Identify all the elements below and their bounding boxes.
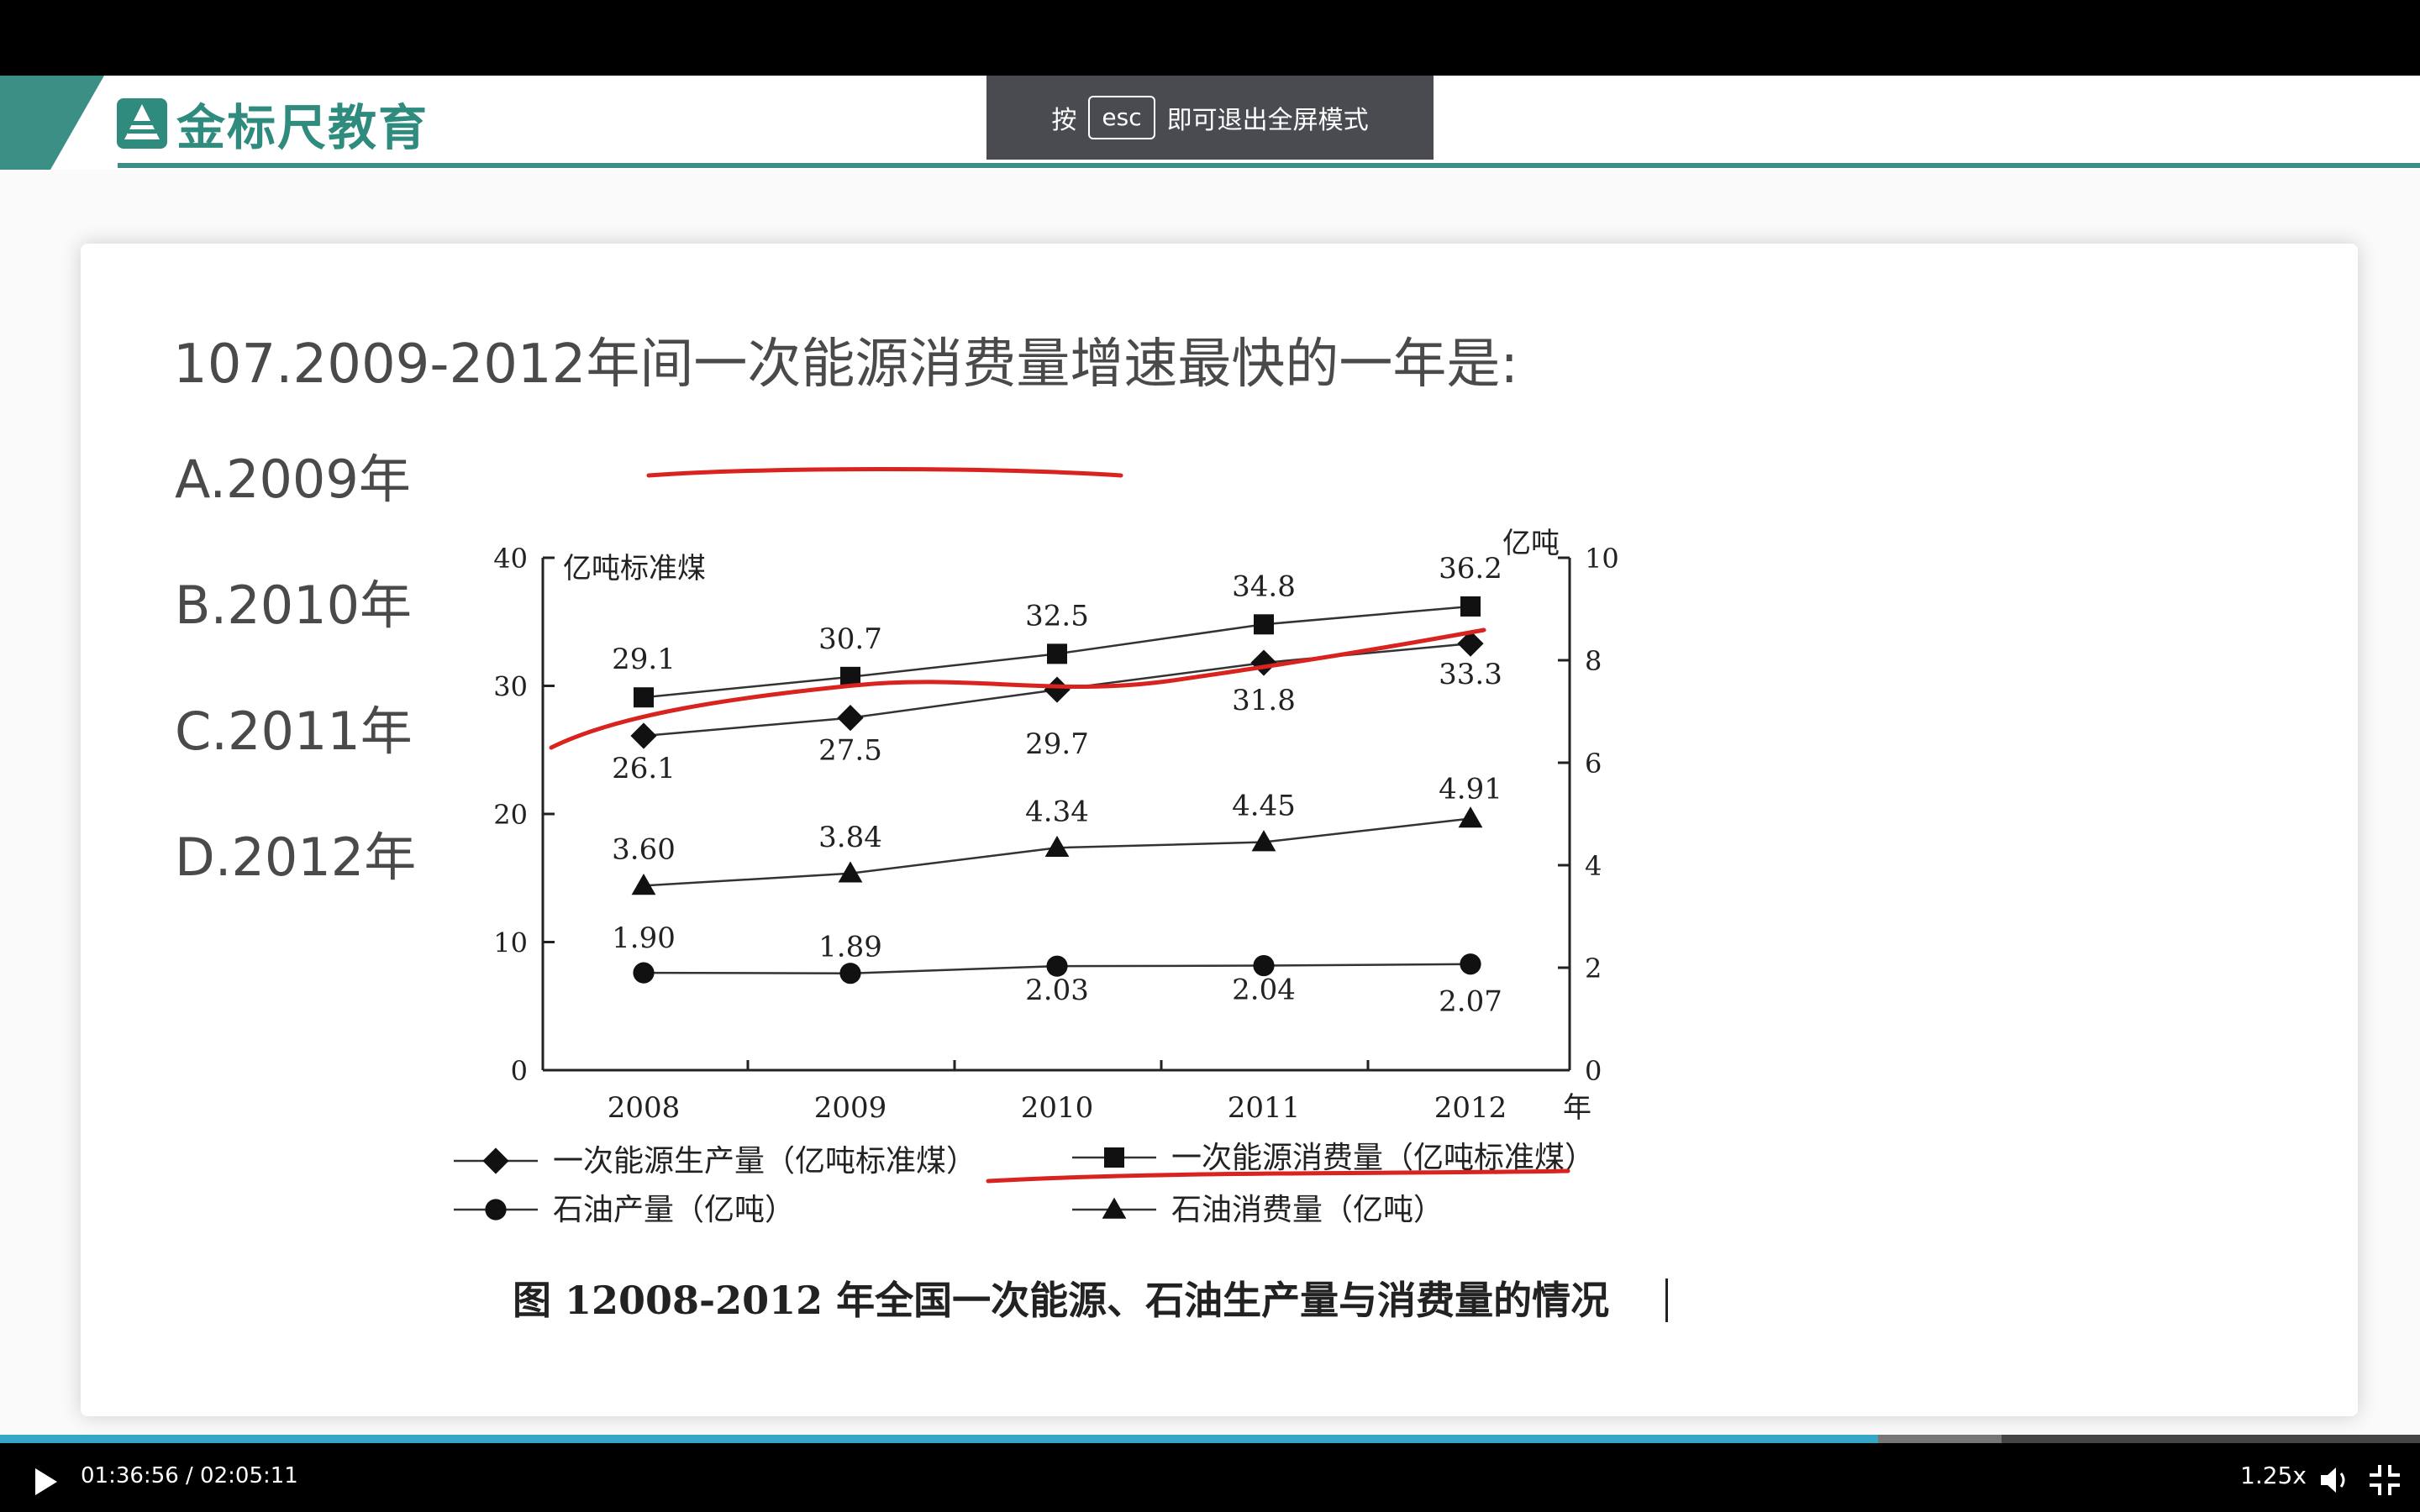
energy-chart: 0 10 20 30 40 0 2 4 6 8 10 2008 2009 2010 2011 2012 年 亿吨标…: [454, 467, 1668, 1323]
data-point-diamond: [1250, 649, 1277, 676]
data-label-diamond: 29.7: [1025, 727, 1089, 761]
toast-prefix: 按: [1051, 106, 1077, 135]
data-label-diamond: 27.5: [818, 734, 882, 768]
brand-name: 金标尺教育: [176, 99, 429, 156]
legend-label-triangle: 石油消费量（亿吨）: [1171, 1193, 1444, 1227]
brand-accent-triangle: [50, 76, 104, 170]
x-tick-label: 2011: [1228, 1091, 1301, 1125]
data-point-triangle: [1044, 835, 1070, 858]
data-point-circle: [1460, 953, 1481, 975]
slide-area: 金标尺教育 107.2009-2012年间一次能源消费量增速最快的一年是: A.…: [0, 76, 2420, 1436]
legend-label-square: 一次能源消费量（亿吨标准煤）: [1171, 1141, 1595, 1175]
y-left-tick-label: 0: [511, 1055, 528, 1087]
y-right-tick-label: 10: [1585, 543, 1619, 575]
data-point-triangle: [631, 874, 656, 895]
data-label-square: 36.2: [1439, 552, 1502, 585]
legend-marker-circle: [485, 1199, 507, 1221]
progress-played: [0, 1435, 1878, 1443]
data-label-diamond: 26.1: [612, 752, 676, 785]
legend-label-diamond: 一次能源生产量（亿吨标准煤）: [553, 1144, 976, 1179]
data-point-circle: [633, 962, 655, 984]
x-axis-unit: 年: [1563, 1091, 1591, 1125]
red-underline-legend: [986, 1168, 1570, 1184]
figure-caption: 图 12008-2012 年全国一次能源、石油生产量与消费量的情况: [513, 1278, 1609, 1323]
option-c: C.2011年: [175, 701, 413, 762]
data-label-circle: 2.03: [1025, 974, 1089, 1007]
data-label-diamond: 31.8: [1232, 684, 1296, 717]
data-point-triangle: [1251, 830, 1276, 852]
brand-underline: [118, 163, 2420, 168]
x-tick-label: 2008: [608, 1091, 681, 1125]
data-label-circle: 2.04: [1232, 974, 1296, 1007]
y-right-tick-label: 8: [1585, 645, 1602, 677]
data-point-square: [1047, 643, 1067, 664]
data-label-triangle: 4.45: [1232, 790, 1296, 823]
y-left-tick-label: 30: [493, 671, 528, 703]
y-right-tick-label: 0: [1585, 1055, 1602, 1087]
data-label-circle: 2.07: [1439, 985, 1502, 1019]
top-black-bar: [0, 0, 2420, 76]
player-controls: [0, 1436, 2420, 1512]
brand-accent-slab: [0, 76, 50, 170]
data-label-triangle: 4.34: [1025, 795, 1089, 828]
play-icon[interactable]: [29, 1465, 62, 1499]
data-label-triangle: 3.84: [818, 821, 882, 854]
x-tick-label: 2009: [814, 1091, 887, 1125]
data-label-square: 32.5: [1025, 599, 1089, 633]
text-cursor: [1665, 1278, 1668, 1322]
data-label-square: 34.8: [1232, 570, 1296, 603]
esc-key-badge: esc: [1088, 96, 1155, 139]
brand-logo: 金标尺教育: [116, 94, 429, 156]
y-left-axis-label: 亿吨标准煤: [563, 552, 706, 585]
y-right-axis-label: 亿吨: [1502, 527, 1560, 560]
data-point-square: [1460, 596, 1481, 617]
data-label-circle: 1.90: [612, 921, 676, 955]
data-point-diamond: [837, 705, 864, 732]
pyramid-logo-icon: [117, 98, 167, 149]
y-right-tick-label: 4: [1585, 850, 1602, 882]
data-label-circle: 1.89: [818, 931, 882, 964]
data-point-triangle: [1458, 806, 1483, 828]
legend-marker-triangle: [1102, 1197, 1127, 1219]
legend-marker-square: [1104, 1147, 1124, 1168]
red-trend-stroke: [549, 627, 1486, 750]
data-point-square: [634, 687, 654, 708]
time-readout: 01:36:56 / 02:05:11: [81, 1463, 298, 1488]
fullscreen-toast: 按 esc 即可退出全屏模式: [986, 76, 1434, 160]
red-underline-question: [646, 467, 1123, 478]
y-left-tick-label: 20: [493, 799, 528, 831]
data-label-diamond: 33.3: [1439, 658, 1502, 691]
toast-suffix: 即可退出全屏模式: [1166, 106, 1369, 135]
data-point-diamond: [1044, 676, 1071, 703]
legend-marker-diamond: [482, 1147, 509, 1174]
data-point-circle: [1253, 954, 1275, 977]
y-right-tick-label: 6: [1585, 748, 1602, 780]
data-point-circle: [839, 963, 861, 984]
data-label-triangle: 3.60: [612, 832, 676, 866]
data-label-triangle: 4.91: [1439, 772, 1502, 806]
question-text: 107.2009-2012年间一次能源消费量增速最快的一年是:: [173, 333, 1518, 396]
playback-speed-button[interactable]: 1.25x: [2240, 1462, 2307, 1489]
slide-card: 107.2009-2012年间一次能源消费量增速最快的一年是: A.2009年 …: [81, 244, 2358, 1416]
option-d: D.2012年: [175, 827, 417, 888]
exit-fullscreen-icon[interactable]: [2368, 1463, 2402, 1497]
y-right-tick-label: 2: [1585, 953, 1602, 984]
x-tick-label: 2010: [1021, 1091, 1094, 1125]
data-point-triangle: [838, 861, 863, 883]
y-left-tick-label: 40: [493, 543, 528, 575]
data-point-circle: [1046, 955, 1068, 977]
option-a: A.2009年: [175, 449, 411, 510]
volume-icon[interactable]: [2317, 1463, 2353, 1497]
legend-label-circle: 石油产量（亿吨）: [553, 1193, 795, 1227]
option-b: B.2010年: [175, 575, 413, 636]
progress-bar[interactable]: [0, 1435, 2420, 1443]
data-point-diamond: [630, 722, 657, 749]
data-point-square: [1254, 614, 1274, 635]
data-label-square: 30.7: [818, 622, 882, 656]
data-point-diamond: [1457, 630, 1484, 657]
data-label-square: 29.1: [612, 643, 676, 676]
y-left-tick-label: 10: [493, 927, 528, 959]
x-tick-label: 2012: [1434, 1091, 1507, 1125]
